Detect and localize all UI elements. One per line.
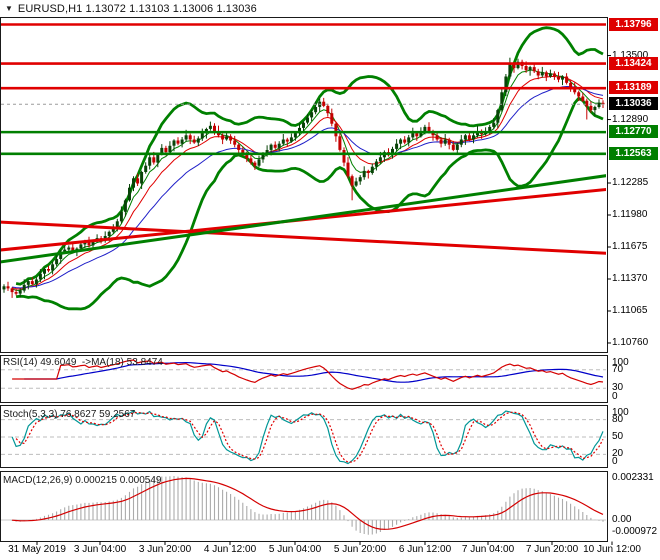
stoch-axis-label: 0 — [612, 456, 618, 467]
price-tick-label: 1.12890 — [612, 114, 649, 125]
time-tick-label: 31 May 2019 — [8, 544, 66, 555]
stoch-label: Stoch(5,3,3) 76.8627 59.2567 — [3, 409, 136, 420]
time-tick-label: 5 Jun 20:00 — [333, 544, 387, 555]
price-tick-label: 1.10760 — [612, 337, 649, 348]
bollinger-lower-band — [15, 96, 604, 311]
panel-frame — [0, 17, 608, 353]
resistance-price-badge: 1.13424 — [609, 57, 658, 70]
macd-label: MACD(12,26,9) 0.000215 0.000549 — [3, 475, 162, 486]
macd-axis-label: 0.00 — [612, 514, 632, 525]
stoch-axis-label: 50 — [612, 431, 624, 442]
macd-axis-label: 0.002331 — [612, 472, 654, 483]
rsi-ma-line — [24, 361, 604, 383]
rsi-axis-label: 70 — [612, 364, 624, 375]
time-tick-label: 5 Jun 04:00 — [268, 544, 322, 555]
panel-frame — [0, 405, 608, 468]
stoch-axis-label: 80 — [612, 414, 624, 425]
rsi-axis-label: 100 — [612, 357, 629, 368]
candlesticks — [2, 57, 605, 298]
time-tick-label: 10 Jun 12:00 — [583, 544, 641, 555]
price-tick-label: 1.13500 — [612, 50, 649, 61]
red-ascending-trendline[interactable] — [0, 184, 660, 252]
rsi-axis-label: 30 — [612, 382, 624, 393]
green-ascending-trendline[interactable] — [0, 168, 660, 264]
support-price-badge: 1.12563 — [609, 147, 658, 160]
stoch-d-line — [15, 411, 604, 463]
horizontal-levels — [0, 23, 660, 264]
ma-line-5 — [11, 69, 604, 291]
ma-line-21 — [12, 85, 604, 289]
stoch-k-line — [11, 410, 604, 465]
chart-ohlc-title: EURUSD,H1 1.13072 1.13103 1.13006 1.1303… — [17, 2, 257, 15]
macd-axis-label: -0.000972 — [612, 526, 658, 537]
price-tick-label: 1.12285 — [612, 177, 649, 188]
panel-frame — [0, 471, 608, 542]
price-tick-label: 1.11370 — [612, 273, 648, 284]
support-price-badge: 1.12770 — [609, 125, 658, 138]
price-tick-label: 1.11065 — [612, 305, 648, 316]
macd-signal-line — [12, 477, 604, 530]
stochastic-panel — [1, 410, 606, 465]
time-tick-label: 7 Jun 04:00 — [461, 544, 515, 555]
rsi-line — [12, 359, 604, 390]
time-tick-label: 6 Jun 12:00 — [398, 544, 452, 555]
time-tick-label: 7 Jun 20:00 — [525, 544, 579, 555]
time-tick-label: 3 Jun 20:00 — [138, 544, 192, 555]
price-axis: 1.13500 1.12890 1.12285 1.11980 1.11675 1.113… — [608, 0, 660, 560]
resistance-price-badge: 1.13189 — [609, 81, 658, 94]
main-plot[interactable] — [1, 26, 607, 311]
time-tick-label: 3 Jun 04:00 — [73, 544, 127, 555]
current-price-badge: 1.13036 — [609, 97, 658, 110]
titlebar: ▼ EURUSD,H1 1.13072 1.13103 1.13006 1.13… — [5, 1, 257, 16]
red-descending-trendline[interactable] — [0, 220, 660, 256]
rsi-label: RSI(14) 49.6049 ->MA(18) 53.8474 — [3, 357, 163, 368]
resistance-price-badge: 1.13796 — [609, 18, 658, 31]
rsi-axis-label: 0 — [612, 391, 618, 402]
rsi-panel — [1, 359, 606, 390]
stoch-axis-label: 100 — [612, 407, 629, 418]
price-tick-label: 1.11675 — [612, 241, 648, 252]
collapse-triangle-icon[interactable]: ▼ — [5, 4, 13, 13]
time-tick-label: 4 Jun 12:00 — [203, 544, 257, 555]
price-tick-label: 1.11980 — [612, 209, 648, 220]
stoch-axis-label: 20 — [612, 448, 624, 459]
time-axis: 31 May 2019 3 Jun 04:00 3 Jun 20:00 4 Jun 1… — [0, 544, 660, 560]
macd-panel — [1, 476, 606, 535]
axis-ticks — [36, 55, 613, 545]
panel-frame — [0, 355, 608, 403]
